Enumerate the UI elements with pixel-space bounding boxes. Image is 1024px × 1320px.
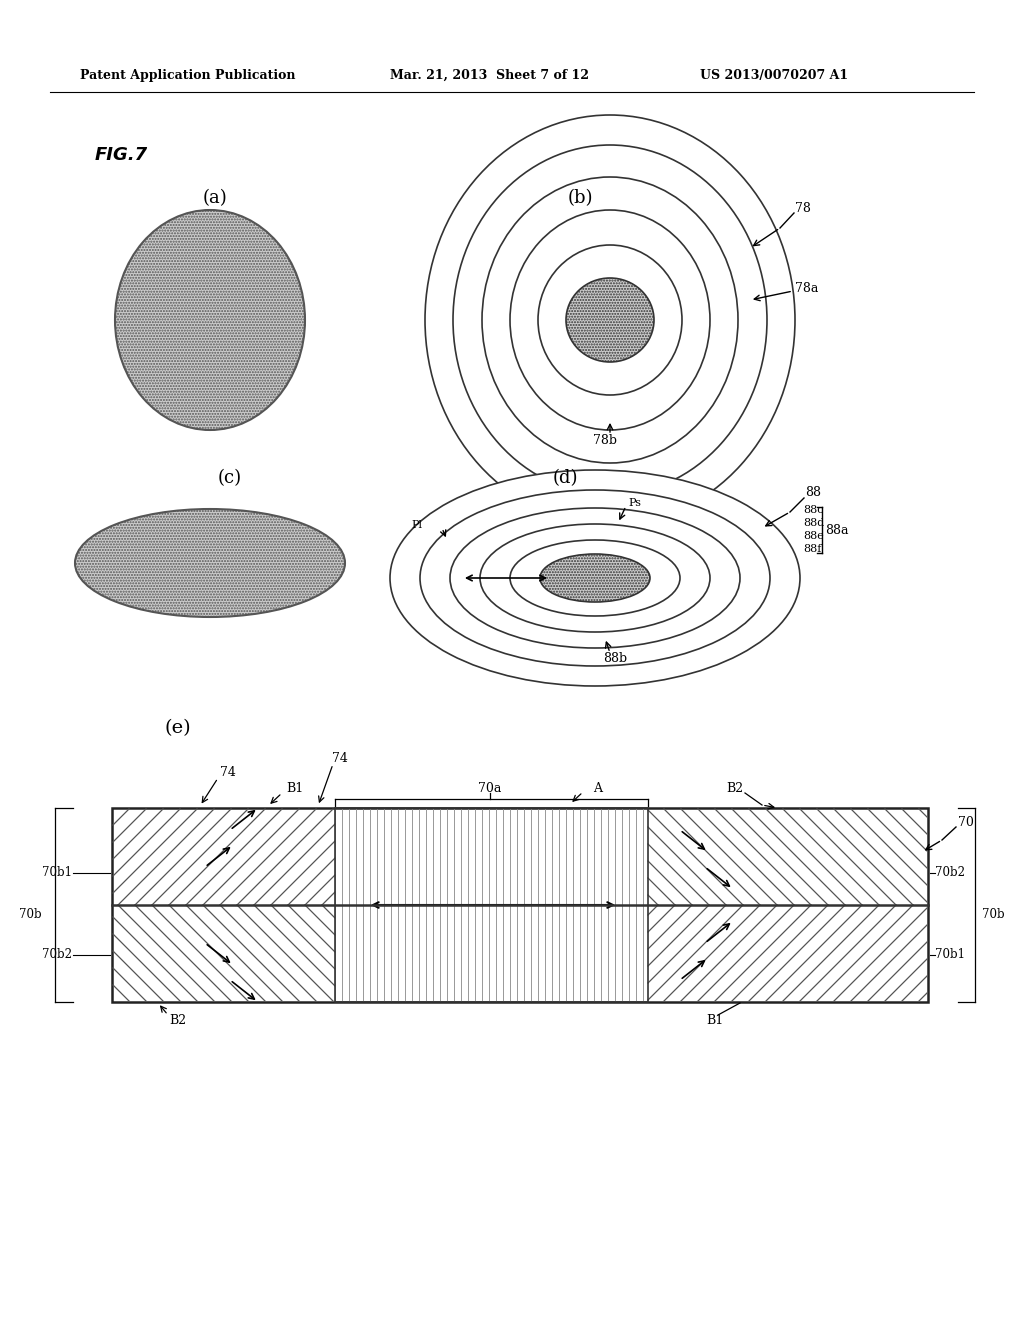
Text: (b): (b) <box>567 189 593 207</box>
Ellipse shape <box>390 470 800 686</box>
Text: 70: 70 <box>958 816 974 829</box>
Text: Mar. 21, 2013  Sheet 7 of 12: Mar. 21, 2013 Sheet 7 of 12 <box>390 69 589 82</box>
Ellipse shape <box>566 279 654 362</box>
Text: 78b: 78b <box>593 433 617 446</box>
Text: FIG.7: FIG.7 <box>95 147 148 164</box>
Text: 74: 74 <box>220 766 236 779</box>
Text: 88d: 88d <box>803 517 824 528</box>
Text: 88: 88 <box>805 487 821 499</box>
Text: Patent Application Publication: Patent Application Publication <box>80 69 296 82</box>
Text: 88c: 88c <box>803 506 823 515</box>
Ellipse shape <box>538 246 682 395</box>
Text: 88e: 88e <box>803 531 823 541</box>
Ellipse shape <box>453 145 767 495</box>
Text: B2: B2 <box>726 781 743 795</box>
Ellipse shape <box>482 177 738 463</box>
Text: 78: 78 <box>795 202 811 214</box>
Text: (a): (a) <box>203 189 227 207</box>
Ellipse shape <box>450 508 740 648</box>
Ellipse shape <box>425 115 795 525</box>
Text: Pl: Pl <box>411 520 422 531</box>
Text: 70b2: 70b2 <box>935 866 965 879</box>
Bar <box>112 808 928 1002</box>
Text: (c): (c) <box>218 469 242 487</box>
Ellipse shape <box>540 554 650 602</box>
Text: 78a: 78a <box>795 281 818 294</box>
Text: 70b1: 70b1 <box>42 866 72 879</box>
Ellipse shape <box>420 490 770 667</box>
Text: Ps: Ps <box>628 498 641 508</box>
Ellipse shape <box>75 510 345 616</box>
Text: 74: 74 <box>332 751 348 764</box>
Text: B1: B1 <box>287 781 304 795</box>
Text: 70b2: 70b2 <box>42 949 72 961</box>
Ellipse shape <box>480 524 710 632</box>
Bar <box>335 808 648 1002</box>
Text: US 2013/0070207 A1: US 2013/0070207 A1 <box>700 69 848 82</box>
Ellipse shape <box>510 540 680 616</box>
Ellipse shape <box>115 210 305 430</box>
Text: B2: B2 <box>169 1014 186 1027</box>
Text: (d): (d) <box>552 469 578 487</box>
Text: 70b1: 70b1 <box>935 949 965 961</box>
Text: 88a: 88a <box>825 524 849 536</box>
Text: B1: B1 <box>707 1014 724 1027</box>
Text: 70b: 70b <box>19 908 42 920</box>
Text: 88f: 88f <box>803 544 821 554</box>
Text: (e): (e) <box>165 719 191 737</box>
Ellipse shape <box>510 210 710 430</box>
Text: A: A <box>594 781 602 795</box>
Text: 70a: 70a <box>478 781 502 795</box>
Text: 70b: 70b <box>982 908 1005 920</box>
Text: 88b: 88b <box>603 652 627 664</box>
